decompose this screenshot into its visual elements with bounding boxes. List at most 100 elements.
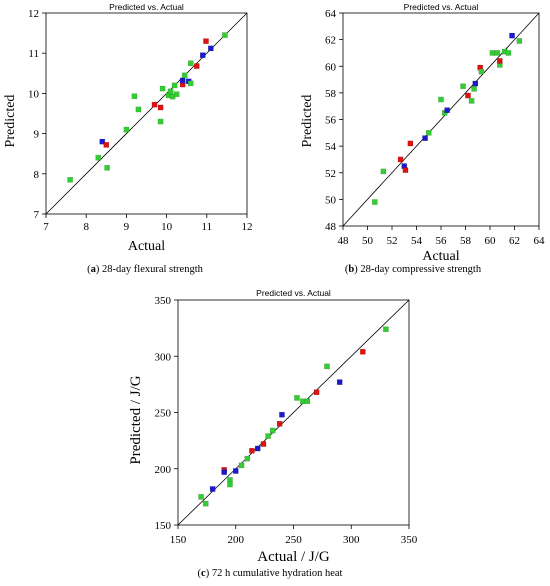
y-tick-label: 12: [28, 8, 39, 20]
x-tick-label: 56: [436, 235, 448, 247]
caption-b: (b) 28-day compressive strength: [344, 264, 482, 275]
data-point-red: [402, 167, 409, 173]
x-tick-label: 200: [228, 534, 245, 546]
y-axis-label: Predicted / J/G: [128, 375, 144, 464]
y-tick-label: 50: [325, 194, 337, 206]
data-point-green: [489, 50, 496, 56]
data-point-green: [227, 481, 233, 488]
data-point-blue: [99, 138, 106, 145]
x-tick-label: 250: [285, 534, 302, 546]
y-tick-label: 54: [325, 141, 337, 153]
data-point-green: [468, 98, 475, 104]
data-point-red: [313, 389, 320, 396]
x-tick-label: 54: [411, 235, 423, 247]
x-tick-label: 10: [161, 221, 173, 233]
chart-b: Predicted vs. Actual 48 50 52 54 56 58 60 62 64 48…: [300, 2, 545, 264]
data-point-green: [438, 96, 444, 103]
data-point-red: [103, 142, 110, 148]
data-point-blue: [336, 379, 343, 385]
data-point-red: [407, 140, 414, 147]
data-point-red: [157, 104, 164, 111]
data-point-green: [67, 177, 73, 183]
data-point-green: [181, 72, 188, 79]
y-tick-label: 200: [155, 464, 172, 476]
data-point-green: [159, 85, 166, 92]
data-point-green: [494, 50, 501, 56]
data-point-green: [173, 91, 180, 98]
chart-a: Predicted vs. Actual 7 8 9 10 11 12 7 8 9 10 11 12 Ac…: [3, 2, 253, 254]
data-point-red: [360, 348, 366, 355]
x-axis-label: Actual / J/G: [257, 549, 330, 565]
data-point-green: [460, 83, 466, 90]
y-tick-label: 7: [34, 209, 40, 221]
data-point-green: [167, 88, 174, 95]
data-point-green: [294, 395, 300, 401]
y-axis-label: Predicted: [300, 95, 315, 148]
data-point-green: [383, 326, 389, 333]
y-tick-label: 9: [34, 129, 40, 141]
fit-line: [45, 12, 248, 215]
data-point-green: [324, 363, 330, 370]
data-point-blue: [254, 445, 261, 452]
data-point-green: [425, 130, 432, 136]
x-tick-label: 12: [242, 221, 253, 233]
y-axis-label: Predicted: [3, 95, 18, 148]
x-tick-label: 48: [338, 235, 350, 247]
y-tick-label: 56: [325, 115, 337, 127]
data-point-blue: [199, 52, 206, 59]
data-point-red: [203, 38, 209, 44]
plot-frame: [45, 12, 248, 215]
data-point-red: [151, 101, 158, 108]
x-tick-label: 52: [387, 235, 398, 247]
data-point-green: [135, 106, 142, 113]
x-tick-label: 64: [534, 235, 546, 247]
data-point-blue: [208, 45, 214, 52]
data-point-blue: [232, 468, 239, 474]
data-point-red: [249, 447, 255, 454]
caption-a: (a) 28-day flexural strength: [87, 264, 203, 275]
x-tick-label: 60: [485, 235, 497, 247]
data-point-green: [238, 462, 245, 469]
y-tick-label: 250: [155, 408, 172, 420]
chart-title: Predicted vs. Actual: [109, 2, 184, 12]
data-point-green: [157, 118, 164, 125]
data-point-blue: [279, 411, 285, 418]
y-tick-label: 8: [34, 169, 40, 181]
data-point-green: [198, 494, 204, 500]
fit-line: [342, 12, 540, 227]
y-tick-label: 300: [155, 351, 172, 363]
data-point-green: [372, 199, 378, 205]
x-axis-label: Actual: [422, 249, 459, 264]
caption-c: (c) 72 h cumulative hydration heat: [197, 568, 343, 579]
data-point-blue: [209, 486, 216, 492]
x-tick-label: 58: [460, 235, 472, 247]
x-tick-label: 50: [362, 235, 374, 247]
x-tick-label: 350: [401, 534, 418, 546]
x-axis-label: Actual: [128, 239, 165, 254]
y-tick-label: 350: [155, 295, 172, 307]
y-tick-label: 48: [325, 221, 337, 233]
data-point-blue: [179, 77, 186, 84]
data-point-green: [269, 427, 276, 434]
x-tick-label: 7: [43, 221, 49, 233]
data-point-green: [202, 500, 209, 507]
y-tick-label: 52: [325, 168, 336, 180]
data-point-blue: [472, 80, 479, 87]
chart-c: Predicted vs. Actual 150 200 250 300 350 150 20…: [128, 288, 418, 565]
data-point-green: [478, 68, 485, 75]
data-point-green: [187, 80, 194, 87]
chart-title: Predicted vs. Actual: [404, 2, 479, 12]
data-point-green: [380, 168, 387, 175]
x-tick-label: 62: [509, 235, 520, 247]
y-tick-label: 10: [28, 88, 40, 100]
x-tick-label: 11: [202, 221, 213, 233]
y-tick-label: 58: [325, 88, 337, 100]
x-tick-label: 150: [170, 534, 187, 546]
data-point-blue: [444, 107, 450, 113]
data-point-red: [276, 420, 283, 427]
chart-title: Predicted vs. Actual: [256, 288, 331, 298]
data-point-red: [397, 156, 404, 163]
data-point-green: [131, 93, 138, 100]
data-point-green: [123, 126, 130, 133]
